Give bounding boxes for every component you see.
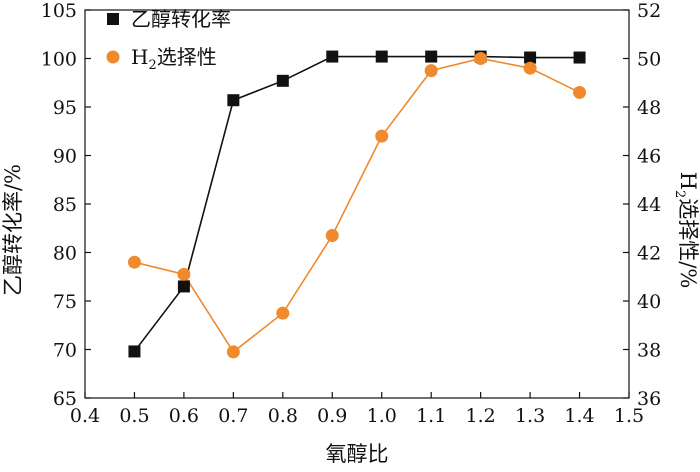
x-tick-label: 0.5 (119, 405, 149, 427)
y-right-axis-title-rest: 选择性/% (676, 198, 700, 288)
y-right-tick-label: 38 (637, 340, 661, 362)
y-left-tick-label: 90 (53, 146, 77, 168)
x-tick-label: 0.8 (268, 405, 298, 427)
ticks: 0.4 0.5 0.6 0.7 0.8 0.9 1.0 1.1 1.2 1.3 1.4 1.5 65 70… (41, 0, 661, 427)
y-right-tick-label: 50 (637, 49, 661, 71)
x-tick-label: 1.2 (466, 405, 496, 427)
series-2-point (424, 64, 438, 78)
series-1-point (326, 50, 339, 63)
series-2-point (226, 345, 240, 359)
y-left-tick-label: 100 (41, 49, 77, 71)
y-right-axis-title-subscript: 2 (672, 190, 687, 198)
series-1-point (524, 51, 537, 64)
series-lines (133, 55, 580, 354)
x-tick-label: 1.4 (564, 405, 594, 427)
y-right-axis-title-main: H (676, 172, 700, 190)
y-left-tick-label: 85 (53, 194, 77, 216)
series-1-point (177, 280, 190, 293)
legend-label-selectivity-rest: 选择性 (157, 45, 217, 69)
y-right-tick-label: 48 (637, 97, 661, 119)
series-2-point (523, 61, 537, 75)
y-left-tick-label: 105 (41, 0, 77, 22)
y-right-tick-label: 44 (637, 194, 661, 216)
series-1-point (425, 50, 438, 63)
series-markers (127, 50, 587, 359)
series-1-line (133, 55, 580, 352)
series-2-point (127, 255, 141, 269)
series-2-point (325, 229, 339, 243)
x-tick-label: 0.4 (70, 405, 100, 427)
x-tick-label: 1.0 (367, 405, 397, 427)
x-tick-label: 1.1 (416, 405, 446, 427)
x-tick-label: 0.6 (169, 405, 199, 427)
series-2-point (276, 306, 290, 320)
series-1-point (276, 74, 289, 87)
series-2-point (474, 52, 488, 65)
x-axis-title: 氧醇比 (326, 442, 389, 466)
series-2-point (375, 129, 389, 143)
y-left-tick-label: 65 (53, 388, 77, 410)
y-right-axis-title: H2选择性/% (672, 172, 700, 289)
y-left-tick-label: 75 (53, 291, 77, 313)
legend-label-selectivity-main: H (131, 45, 148, 69)
y-right-tick-label: 46 (637, 146, 661, 168)
series-1-point (375, 50, 388, 63)
series-2-point (177, 267, 191, 281)
legend-label-conversion: 乙醇转化率 (131, 7, 231, 31)
series-2-point (573, 85, 587, 99)
legend-label-selectivity-subscript: 2 (148, 58, 156, 73)
y-left-tick-label: 95 (53, 97, 77, 119)
y-right-tick-label: 52 (637, 0, 661, 22)
legend-marker-selectivity (106, 50, 120, 64)
series-1-point (227, 94, 240, 107)
y-left-tick-label: 80 (53, 243, 77, 265)
y-right-tick-label: 42 (637, 243, 661, 265)
x-tick-label: 1.3 (515, 405, 545, 427)
y-right-tick-label: 40 (637, 291, 661, 313)
y-left-tick-label: 70 (53, 340, 77, 362)
series-2-line (134, 57, 580, 354)
series-1-point (573, 51, 586, 64)
x-tick-label: 0.7 (218, 405, 248, 427)
x-tick-label: 0.9 (317, 405, 347, 427)
legend-label-selectivity: H2选择性 (131, 45, 217, 73)
series-1-point (128, 345, 141, 358)
x-tick-label: 1.5 (614, 405, 644, 427)
y-left-axis-title: 乙醇转化率/% (1, 164, 25, 296)
y-right-tick-label: 36 (637, 388, 661, 410)
legend-marker-conversion (107, 13, 119, 25)
legend: 乙醇转化率 H2选择性 (106, 7, 231, 73)
